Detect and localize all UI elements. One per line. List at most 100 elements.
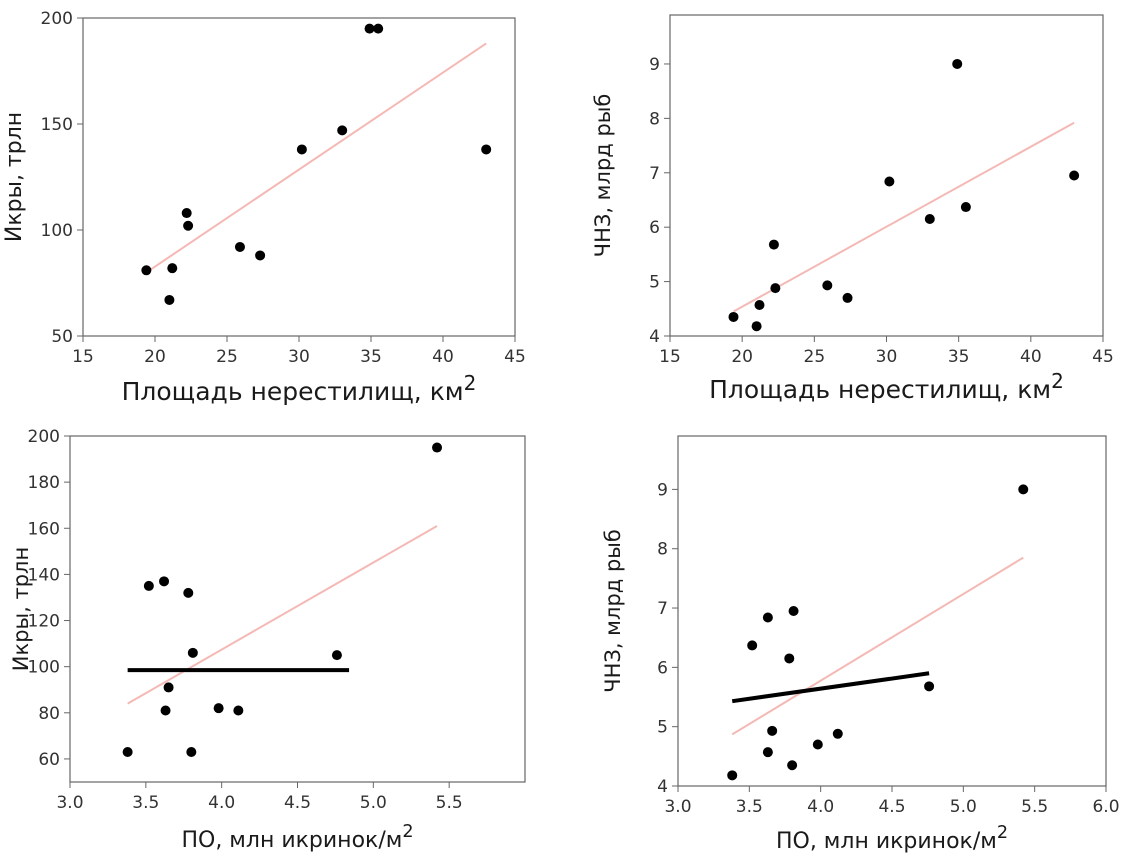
chart-4-y-tick-label: 6 xyxy=(657,658,668,678)
chart-1-data-point xyxy=(373,23,384,34)
chart-4-data-point xyxy=(924,681,935,692)
chart-4-svg: 3.0 3.5 4.0 4.5 5.0 5.5 6.0 4 5 6 7 8 9 ПО, млн икрин… xyxy=(601,435,1120,854)
chart-3-plot-frame xyxy=(69,435,526,783)
chart-3-svg: 3.0 3.5 4.0 4.5 5.0 5.5 60 80 100 120 140 160 180 200… xyxy=(9,427,526,853)
chart-1-data-point xyxy=(296,144,307,155)
chart-4-data-point xyxy=(812,739,823,750)
chart-3-data-point xyxy=(233,705,244,716)
chart-3-data-point xyxy=(187,647,198,658)
chart-4-x-tick-label: 3.5 xyxy=(736,797,763,817)
chart-3-y-tick-label: 60 xyxy=(38,750,60,770)
chart-3-data-point xyxy=(432,442,443,453)
chart-3-data-point xyxy=(183,587,194,598)
chart-3-data-point xyxy=(160,705,171,716)
chart-2-data-point xyxy=(768,239,779,250)
chart-panel-4: 3.0 3.5 4.0 4.5 5.0 5.5 6.0 4 5 6 7 8 9 ПО, млн икрин… xyxy=(563,420,1126,861)
chart-4-x-tick-label: 5.0 xyxy=(950,797,977,817)
chart-1-svg: 15 20 25 30 35 40 45 50 100 150 200 Площадь нерести… xyxy=(2,9,526,406)
chart-4-data-point xyxy=(762,747,773,758)
chart-panel-3: 3.0 3.5 4.0 4.5 5.0 5.5 60 80 100 120 140 160 180 200… xyxy=(0,420,563,861)
chart-3-x-tick-label: 5.5 xyxy=(436,793,463,813)
chart-3-y-tick-label: 160 xyxy=(28,519,60,539)
chart-3-data-point xyxy=(143,580,154,591)
chart-1-y-tick-label: 200 xyxy=(41,9,73,29)
chart-1-data-point xyxy=(337,125,348,136)
chart-2-y-tick-label: 8 xyxy=(649,109,660,129)
chart-4-trend-line xyxy=(731,556,1024,736)
chart-4-fit-line xyxy=(731,671,930,704)
chart-1-x-tick-label: 15 xyxy=(72,347,94,367)
chart-1-data-point xyxy=(255,250,266,261)
chart-4-data-point xyxy=(727,770,738,781)
chart-3-y-tick-label: 200 xyxy=(28,427,60,447)
chart-2-y-tick-label: 7 xyxy=(649,164,660,184)
chart-1-y-axis-label: Икры, трлн xyxy=(2,112,27,242)
chart-1-x-tick-label: 20 xyxy=(144,347,166,367)
chart-panel-1: 15 20 25 30 35 40 45 50 100 150 200 Площадь нерести… xyxy=(0,0,563,420)
chart-4-y-tick-label: 5 xyxy=(657,718,668,738)
chart-3-trend-line xyxy=(127,525,438,705)
chart-4-x-tick-label: 5.5 xyxy=(1021,797,1048,817)
chart-4-y-tick-label: 4 xyxy=(657,777,668,797)
chart-1-data-point xyxy=(183,220,194,231)
chart-2-data-point xyxy=(751,321,762,332)
chart-2-y-tick-label: 9 xyxy=(649,55,660,75)
chart-2-data-point xyxy=(842,292,853,303)
chart-1-y-tick-label: 150 xyxy=(41,115,73,135)
chart-4-data-point xyxy=(1018,484,1029,495)
chart-4-y-axis-label: ЧНЗ, млрд рыб xyxy=(601,529,625,693)
chart-3-x-tick-label: 4.0 xyxy=(208,793,235,813)
chart-2-data-point xyxy=(924,214,935,225)
chart-1-plot-frame xyxy=(82,17,516,337)
chart-1-trend-line xyxy=(145,42,487,274)
chart-2-x-tick-label: 15 xyxy=(659,347,681,367)
chart-2-data-point xyxy=(822,280,833,291)
chart-2-data-point xyxy=(754,299,765,310)
chart-2-x-axis-label: Площадь нерестилищ, км2 xyxy=(709,369,1064,404)
chart-4-data-point xyxy=(788,606,799,616)
chart-2-y-tick-label: 6 xyxy=(649,218,660,238)
chart-4-data-point xyxy=(832,728,843,739)
chart-2-data-point xyxy=(952,58,963,69)
chart-3-x-tick-label: 3.5 xyxy=(132,793,159,813)
chart-2-y-axis-label: ЧНЗ, млрд рыб xyxy=(591,94,615,258)
chart-3-data-point xyxy=(331,650,342,661)
chart-2-x-tick-label: 40 xyxy=(1020,347,1042,367)
chart-4-x-axis-label: ПО, млн икринок/м2 xyxy=(776,823,1008,854)
chart-2-data-point xyxy=(728,311,739,322)
chart-2-y-tick-label: 4 xyxy=(649,327,660,347)
chart-1-x-tick-label: 30 xyxy=(288,347,310,367)
chart-2-data-point xyxy=(770,283,781,294)
chart-4-data-point xyxy=(747,640,758,651)
chart-4-x-tick-label: 6.0 xyxy=(1092,797,1119,817)
chart-3-data-point xyxy=(213,703,224,714)
chart-4-plot-frame xyxy=(677,435,1107,787)
chart-1-data-point xyxy=(141,265,152,276)
chart-4-data-point xyxy=(784,653,795,664)
chart-1-x-tick-label: 45 xyxy=(504,347,526,367)
chart-4-x-tick-label: 3.0 xyxy=(664,797,691,817)
chart-3-y-tick-label: 120 xyxy=(28,612,60,632)
chart-1-y-tick-label: 50 xyxy=(51,327,73,347)
chart-4-y-tick-label: 9 xyxy=(657,480,668,500)
chart-1-x-tick-label: 35 xyxy=(360,347,382,367)
chart-3-y-axis-label: Икры, трлн xyxy=(9,547,33,671)
chart-1-data-point xyxy=(164,294,175,305)
chart-3-data-point xyxy=(163,682,174,693)
chart-1-data-point xyxy=(481,144,492,155)
chart-2-x-tick-label: 35 xyxy=(948,347,970,367)
chart-3-data-point xyxy=(159,576,170,587)
chart-2-x-tick-label: 30 xyxy=(876,347,898,367)
chart-1-x-tick-label: 25 xyxy=(216,347,238,367)
chart-2-x-tick-label: 25 xyxy=(804,347,826,367)
chart-2-trend-line xyxy=(733,121,1075,313)
chart-2-plot-frame xyxy=(669,14,1104,337)
chart-2-data-point xyxy=(1069,170,1080,181)
chart-1-data-point xyxy=(234,241,245,252)
chart-2-x-tick-label: 20 xyxy=(731,347,753,367)
chart-2-data-point xyxy=(960,202,971,213)
chart-1-data-point xyxy=(167,263,178,274)
chart-3-y-tick-label: 100 xyxy=(28,658,60,678)
chart-1-y-tick-label: 100 xyxy=(41,221,73,241)
chart-4-y-tick-label: 8 xyxy=(657,540,668,560)
